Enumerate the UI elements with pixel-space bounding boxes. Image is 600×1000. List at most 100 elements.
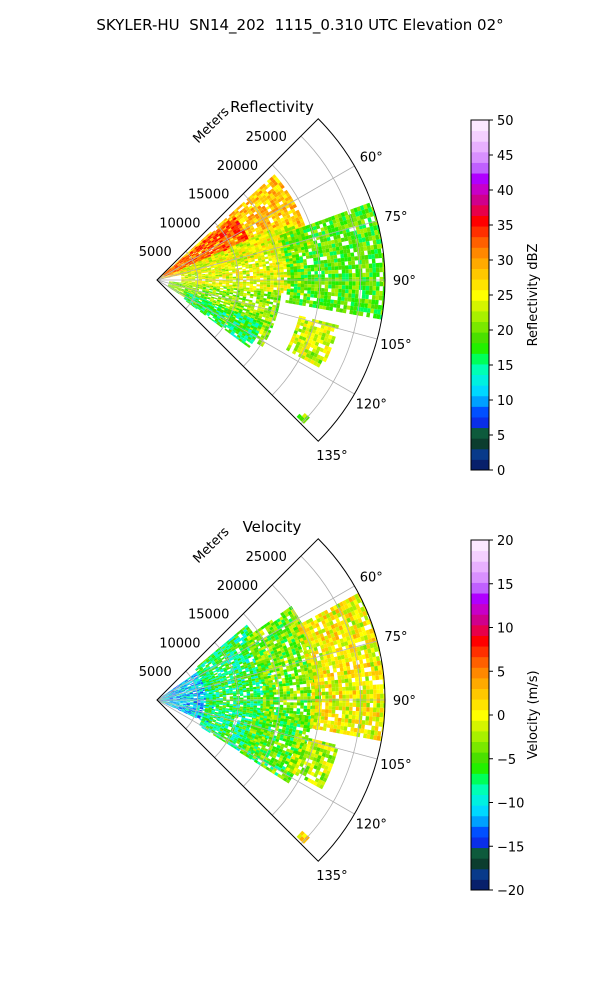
data-cell bbox=[257, 194, 263, 199]
data-cell bbox=[219, 233, 224, 238]
data-cell bbox=[273, 274, 278, 278]
data-cell bbox=[185, 689, 189, 692]
data-cell bbox=[192, 283, 197, 285]
data-cell bbox=[207, 256, 212, 259]
data-cell bbox=[248, 265, 253, 269]
data-cell bbox=[198, 278, 202, 280]
data-cell bbox=[259, 238, 264, 242]
data-cell bbox=[238, 250, 243, 254]
data-cell bbox=[225, 224, 230, 229]
data-cell bbox=[203, 305, 207, 309]
data-cell bbox=[277, 198, 282, 203]
data-cell bbox=[198, 281, 202, 283]
data-cell bbox=[199, 241, 204, 245]
data-cell bbox=[299, 299, 304, 303]
data-cell bbox=[171, 285, 175, 288]
data-cell bbox=[255, 312, 260, 316]
data-cell bbox=[216, 261, 221, 264]
data-cell bbox=[170, 271, 174, 274]
data-cell bbox=[295, 254, 300, 258]
data-cell bbox=[229, 219, 234, 223]
data-cell bbox=[371, 258, 376, 264]
data-cell bbox=[178, 682, 182, 686]
data-cell bbox=[190, 702, 194, 704]
data-cell bbox=[255, 203, 260, 208]
data-cell bbox=[227, 680, 232, 683]
data-cell bbox=[195, 242, 199, 247]
data-cell bbox=[187, 711, 192, 714]
data-cell bbox=[204, 293, 209, 296]
data-cell bbox=[264, 317, 269, 322]
data-cell bbox=[168, 693, 172, 696]
data-cell bbox=[216, 315, 221, 319]
data-cell bbox=[216, 286, 221, 288]
data-cell bbox=[210, 312, 215, 315]
data-cell bbox=[206, 285, 210, 287]
data-cell bbox=[256, 277, 261, 280]
data-cell bbox=[356, 229, 361, 235]
data-cell bbox=[262, 302, 266, 306]
data-cell bbox=[341, 292, 345, 298]
data-cell bbox=[187, 713, 191, 716]
data-cell bbox=[173, 273, 178, 275]
data-cell bbox=[227, 310, 231, 314]
data-cell bbox=[243, 628, 248, 633]
data-cell bbox=[273, 297, 278, 301]
data-cell bbox=[175, 705, 179, 708]
data-cell bbox=[259, 336, 264, 341]
data-cell bbox=[163, 272, 167, 276]
data-cell bbox=[348, 285, 353, 290]
data-cell bbox=[279, 234, 284, 239]
data-cell bbox=[271, 233, 277, 237]
data-cell bbox=[266, 321, 272, 325]
data-cell bbox=[212, 281, 216, 283]
data-cell bbox=[310, 290, 315, 295]
data-cell bbox=[307, 287, 312, 291]
data-cell bbox=[159, 700, 163, 701]
data-cell bbox=[260, 224, 265, 229]
data-cell bbox=[246, 243, 251, 247]
data-cell bbox=[192, 287, 196, 290]
data-cell bbox=[188, 688, 193, 691]
data-cell bbox=[207, 247, 212, 250]
data-cell bbox=[234, 661, 239, 665]
data-cell bbox=[186, 269, 191, 271]
data-cell bbox=[286, 224, 292, 229]
data-cell bbox=[165, 694, 169, 696]
data-cell bbox=[246, 325, 251, 330]
data-cell bbox=[287, 344, 292, 349]
data-cell bbox=[207, 254, 212, 257]
data-cell bbox=[238, 267, 243, 270]
data-cell bbox=[175, 693, 180, 695]
data-cell bbox=[347, 256, 352, 262]
data-cell bbox=[205, 275, 209, 277]
data-cell bbox=[254, 314, 259, 318]
data-cell bbox=[243, 215, 248, 220]
data-cell bbox=[364, 303, 369, 309]
data-cell bbox=[321, 274, 325, 278]
data-cell bbox=[321, 267, 325, 271]
data-cell bbox=[330, 255, 334, 260]
data-cell bbox=[180, 710, 185, 713]
data-cell bbox=[210, 298, 214, 301]
data-cell bbox=[266, 277, 271, 280]
data-cell bbox=[217, 254, 222, 258]
data-cell bbox=[245, 287, 250, 290]
data-cell bbox=[220, 669, 224, 673]
data-cell bbox=[330, 258, 335, 263]
data-cell bbox=[248, 230, 253, 235]
data-cell bbox=[177, 687, 181, 690]
colorbar-segment bbox=[471, 416, 489, 429]
data-cell bbox=[216, 251, 221, 255]
data-cell bbox=[338, 273, 342, 278]
data-cell bbox=[233, 230, 238, 235]
data-cell bbox=[324, 353, 329, 359]
data-cell bbox=[165, 703, 169, 705]
data-cell bbox=[219, 310, 224, 314]
data-cell bbox=[277, 250, 282, 255]
data-cell bbox=[314, 281, 319, 285]
data-cell bbox=[224, 681, 228, 684]
data-cell bbox=[255, 215, 260, 220]
data-cell bbox=[249, 283, 254, 287]
data-cell bbox=[313, 290, 318, 295]
